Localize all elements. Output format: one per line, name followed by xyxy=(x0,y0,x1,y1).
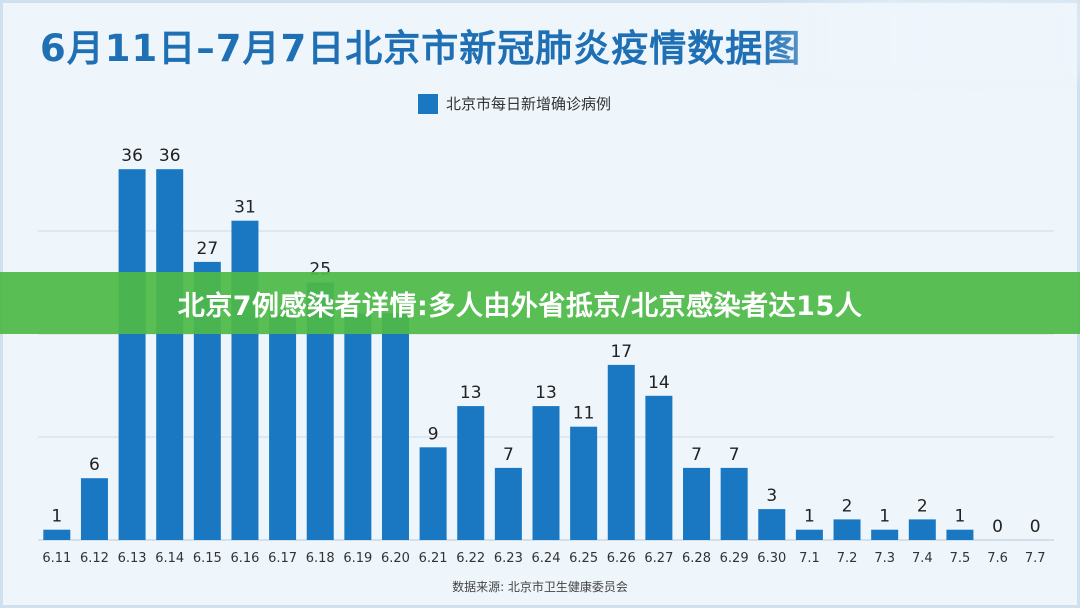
bar xyxy=(645,395,673,540)
banner-headline: 北京7例感染者详情:多人由外省抵京/北京感染者达15人 xyxy=(177,290,863,322)
x-tick-label: 6.13 xyxy=(118,551,147,566)
bar xyxy=(570,426,598,540)
data-label: 1 xyxy=(879,507,890,527)
x-tick-label: 7.1 xyxy=(799,551,820,566)
data-label: 31 xyxy=(234,198,256,218)
data-label: 27 xyxy=(197,239,219,259)
data-source: 数据来源: 北京市卫生健康委员会 xyxy=(452,580,628,594)
bar xyxy=(419,447,447,540)
bar xyxy=(156,169,184,540)
x-tick-label: 6.11 xyxy=(42,551,71,566)
data-label: 13 xyxy=(535,383,557,403)
bar xyxy=(231,220,259,540)
bar xyxy=(118,169,146,540)
x-tick-label: 6.23 xyxy=(494,551,523,566)
x-tick-label: 6.20 xyxy=(381,551,410,566)
data-label: 17 xyxy=(610,342,632,362)
bar xyxy=(607,364,635,540)
data-label: 7 xyxy=(691,445,702,465)
bar xyxy=(758,509,786,540)
x-tick-label: 7.4 xyxy=(912,551,933,566)
bar xyxy=(381,313,409,540)
bar xyxy=(946,529,974,540)
x-tick-label: 6.30 xyxy=(757,551,786,566)
chart-title: 6月11日–7月7日北京市新冠肺炎疫情数据图 xyxy=(40,27,802,70)
data-label: 13 xyxy=(460,383,482,403)
data-label: 1 xyxy=(804,507,815,527)
x-tick-label: 6.22 xyxy=(456,551,485,566)
legend: 北京市每日新增确诊病例 xyxy=(418,93,611,114)
bar xyxy=(494,467,522,540)
data-label: 2 xyxy=(917,496,928,516)
x-tick-label: 6.26 xyxy=(607,551,636,566)
x-tick-label: 6.29 xyxy=(720,551,749,566)
data-label: 36 xyxy=(121,146,143,166)
title-watermark-blur xyxy=(760,0,1080,80)
x-tick-label: 7.5 xyxy=(950,551,971,566)
x-tick-label: 7.6 xyxy=(987,551,1008,566)
bar xyxy=(683,467,711,540)
x-tick-label: 6.25 xyxy=(569,551,598,566)
x-tick-label: 7.2 xyxy=(837,551,858,566)
legend-swatch xyxy=(418,93,438,114)
bar xyxy=(344,313,372,540)
x-tick-label: 6.16 xyxy=(230,551,259,566)
bar xyxy=(532,406,560,540)
bar xyxy=(457,406,485,540)
bar xyxy=(833,519,861,540)
bar xyxy=(908,519,936,540)
data-label: 9 xyxy=(428,424,439,444)
data-label: 2 xyxy=(842,496,853,516)
x-tick-label: 7.3 xyxy=(874,551,895,566)
bar xyxy=(80,478,108,540)
data-label: 14 xyxy=(648,373,670,393)
data-label: 6 xyxy=(89,455,100,475)
x-tick-label: 6.17 xyxy=(268,551,297,566)
data-label: 1 xyxy=(51,507,62,527)
x-tick-label: 6.12 xyxy=(80,551,109,566)
bar xyxy=(871,529,899,540)
data-label: 36 xyxy=(159,146,181,166)
bar xyxy=(269,313,297,540)
x-tick-label: 6.21 xyxy=(419,551,448,566)
bar xyxy=(795,529,823,540)
x-tick-label: 6.27 xyxy=(644,551,673,566)
legend-label: 北京市每日新增确诊病例 xyxy=(446,95,612,113)
data-label: 0 xyxy=(992,517,1003,537)
news-banner: 北京7例感染者详情:多人由外省抵京/北京感染者达15人 xyxy=(0,272,1080,334)
data-label: 1 xyxy=(955,507,966,527)
x-tick-label: 6.18 xyxy=(306,551,335,566)
x-tick-label: 6.19 xyxy=(343,551,372,566)
data-label: 11 xyxy=(573,404,595,424)
x-tick-label: 6.14 xyxy=(155,551,184,566)
data-label: 3 xyxy=(766,486,777,506)
x-tick-label: 6.15 xyxy=(193,551,222,566)
data-label: 0 xyxy=(1030,517,1041,537)
data-label: 7 xyxy=(503,445,514,465)
x-tick-label: 6.24 xyxy=(532,551,561,566)
data-label: 7 xyxy=(729,445,740,465)
bar xyxy=(43,529,71,540)
x-tick-label: 7.7 xyxy=(1025,551,1046,566)
bar xyxy=(720,467,748,540)
x-tick-label: 6.28 xyxy=(682,551,711,566)
